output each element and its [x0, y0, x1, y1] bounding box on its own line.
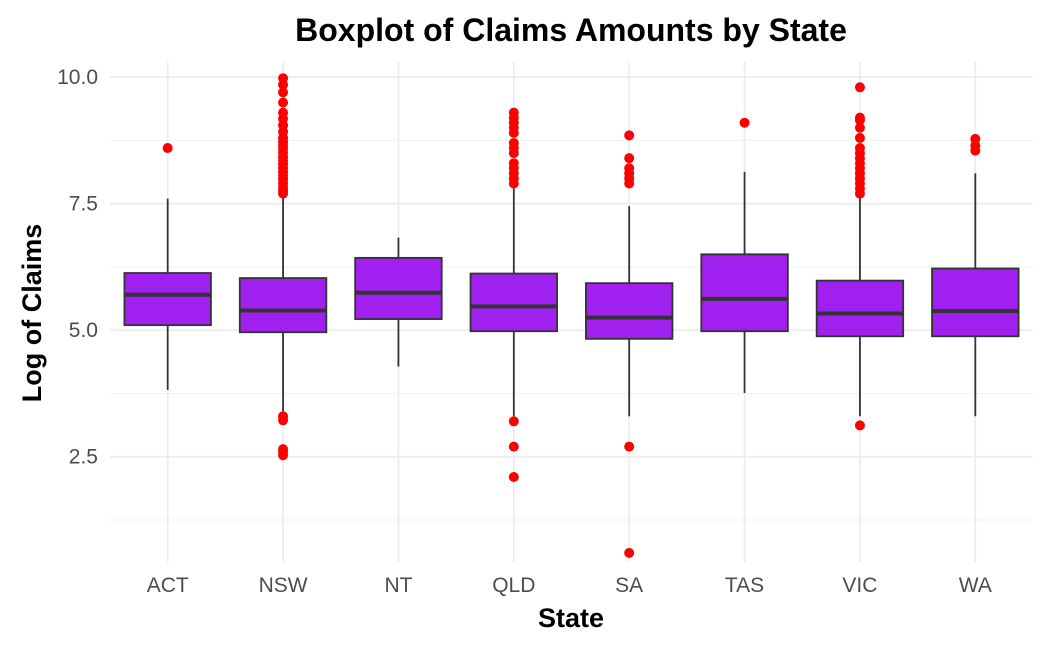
outlier-point	[854, 122, 865, 133]
x-tick-label: TAS	[725, 574, 764, 597]
box-sa	[585, 130, 674, 558]
outlier-point	[508, 471, 519, 482]
outlier-point	[508, 107, 519, 118]
outlier-point	[278, 73, 289, 84]
y-tick-label: 5.0	[69, 319, 98, 342]
y-tick-label: 2.5	[69, 446, 98, 469]
x-tick-label: NT	[384, 574, 412, 597]
iqr-box	[700, 253, 789, 333]
y-axis-ticks: 2.5 5.0 7.5 10.0	[57, 66, 98, 469]
y-axis-title: Log of Claims	[17, 224, 47, 403]
box-vic	[815, 82, 905, 431]
box-series	[123, 73, 1020, 558]
outlier-point	[278, 87, 289, 98]
outlier-point	[508, 137, 519, 148]
outlier-point	[508, 416, 519, 427]
box-qld	[469, 107, 558, 482]
iqr-box	[354, 256, 443, 320]
outlier-point	[854, 420, 865, 431]
iqr-box	[585, 282, 674, 340]
outlier-point	[278, 107, 289, 118]
outlier-point	[278, 411, 289, 422]
x-tick-label: VIC	[842, 574, 877, 597]
outlier-point	[624, 441, 635, 452]
iqr-box	[123, 272, 212, 327]
box-nsw	[238, 73, 328, 461]
iqr-box	[931, 267, 1020, 338]
x-tick-label: SA	[615, 574, 643, 597]
outlier-point	[854, 132, 865, 143]
x-tick-label: QLD	[492, 574, 535, 597]
x-tick-label: NSW	[259, 574, 308, 597]
outlier-point	[624, 153, 635, 164]
outlier-point	[739, 117, 750, 128]
box-act	[123, 143, 212, 390]
iqr-box	[238, 277, 328, 334]
box-tas	[700, 117, 789, 393]
box-wa	[931, 133, 1020, 417]
outlier-point	[854, 143, 865, 154]
outlier-point	[278, 444, 289, 455]
outlier-point	[854, 82, 865, 93]
x-tick-label: WA	[959, 574, 992, 597]
outlier-point	[624, 130, 635, 141]
x-tick-label: ACT	[147, 574, 189, 597]
iqr-box	[815, 279, 905, 338]
outlier-point	[854, 112, 865, 123]
x-axis-title: State	[538, 603, 604, 633]
box-nt	[354, 237, 443, 367]
y-tick-label: 10.0	[57, 66, 98, 89]
outlier-point	[162, 143, 173, 154]
outlier-point	[970, 133, 981, 144]
chart-title: Boxplot of Claims Amounts by State	[295, 12, 847, 48]
outlier-point	[278, 97, 289, 108]
outlier-point	[508, 158, 519, 169]
outlier-point	[624, 163, 635, 174]
x-axis-ticks: ACT NSW NT QLD SA TAS VIC WA	[147, 574, 992, 597]
outlier-point	[624, 547, 635, 558]
iqr-box	[469, 272, 558, 333]
y-tick-label: 7.5	[69, 193, 98, 216]
outlier-point	[508, 441, 519, 452]
